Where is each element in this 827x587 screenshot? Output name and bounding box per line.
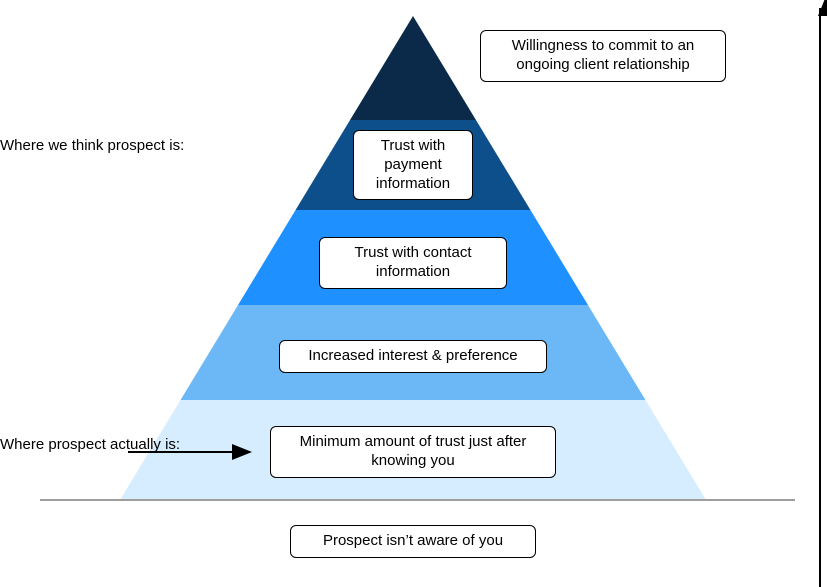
label-level-top: Willingness to commit to an ongoing clie… xyxy=(480,30,726,82)
label-level-3: Trust with contact information xyxy=(319,237,507,289)
label-level-2: Trust with payment information xyxy=(353,130,473,200)
pyramid-svg xyxy=(0,0,827,587)
trust-pyramid-diagram: Where we think prospect is: Where prospe… xyxy=(0,0,827,587)
label-level-5: Minimum amount of trust just after knowi… xyxy=(270,426,556,478)
annotation-think-text: Where we think prospect is: xyxy=(0,137,184,155)
label-level-4: Increased interest & preference xyxy=(279,340,547,373)
annotation-actual-text: Where prospect actually is: xyxy=(0,436,180,454)
label-below-base: Prospect isn’t aware of you xyxy=(290,525,536,558)
pyramid-band-1 xyxy=(350,16,476,120)
